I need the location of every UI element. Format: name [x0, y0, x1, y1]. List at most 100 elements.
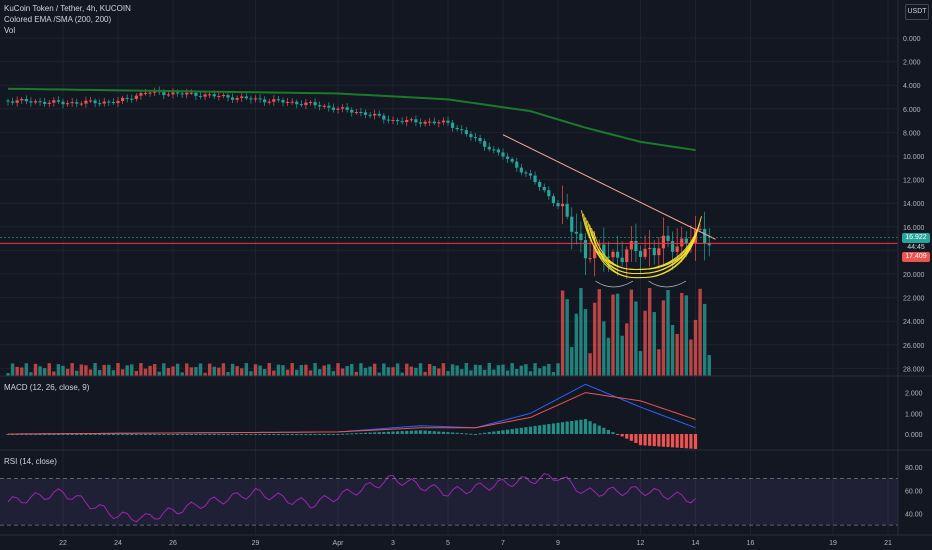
volume-bar — [152, 364, 157, 376]
volume-bar — [372, 363, 377, 376]
macd-histogram-bar — [689, 434, 693, 449]
volume-bar — [592, 302, 597, 376]
candle-body — [432, 121, 436, 124]
macd-legend[interactable]: MACD (12, 26, close, 9) — [4, 383, 90, 392]
candle-body — [373, 113, 377, 116]
candle-body — [84, 100, 88, 104]
volume-bar — [52, 371, 56, 376]
volume-legend[interactable]: Vol — [4, 26, 16, 35]
volume-bar — [180, 372, 184, 376]
time-axis[interactable]: 22 24 26 29 Apr 3 5 7 9 12 14 16 19 21 — [59, 540, 892, 547]
macd-histogram-bar — [693, 434, 698, 449]
price-tick-label: 8.000 — [903, 130, 921, 137]
volume-bar — [107, 364, 111, 376]
macd-histogram-bar — [226, 434, 230, 435]
volume-bar — [405, 363, 409, 376]
macd-histogram-bar — [515, 428, 519, 434]
macd-histogram-bar — [395, 431, 400, 434]
macd-histogram-bar — [652, 434, 656, 447]
cup-scribble-drawing[interactable] — [581, 210, 702, 288]
macd-histogram-bar — [432, 431, 436, 434]
candle-body — [556, 203, 560, 207]
volume-bar — [166, 367, 171, 376]
macd-histogram-bar — [157, 434, 161, 435]
volume-bar — [634, 301, 638, 376]
macd-histogram-bar — [469, 433, 473, 435]
candle-body — [52, 100, 56, 103]
macd-histogram-bar — [579, 419, 583, 434]
macd-histogram-bar — [308, 434, 313, 435]
price-tick-label: 20.000 — [903, 272, 925, 279]
macd-histogram-bar — [487, 432, 491, 434]
volume-bar — [317, 369, 322, 376]
candle-body — [675, 246, 679, 252]
volume-bar — [446, 371, 450, 376]
macd-histogram-bar — [217, 434, 221, 435]
candle-body — [496, 149, 501, 153]
macd-histogram-bar — [38, 434, 42, 435]
macd-histogram — [6, 419, 698, 449]
macd-histogram-bar — [240, 434, 244, 435]
volume-bar — [469, 370, 473, 376]
candle-body — [65, 103, 70, 105]
candle-body — [180, 93, 184, 95]
candle-body — [208, 94, 212, 96]
price-axis[interactable]: 0.000 2.000 4.000 6.000 8.000 10.000 12.000 14.… — [903, 36, 925, 519]
volume-bar — [680, 292, 684, 376]
candle-body — [382, 115, 386, 120]
candle-body — [528, 173, 533, 176]
volume-bar — [414, 367, 418, 376]
candle-body — [583, 240, 588, 259]
candle-body — [501, 152, 505, 157]
volume-bar — [6, 373, 10, 376]
candlestick-series — [6, 86, 711, 279]
macd-line — [7, 383, 696, 435]
macd-histogram-bar — [327, 434, 331, 435]
candle-body — [648, 247, 652, 249]
volume-bar — [65, 368, 70, 376]
macd-histogram-bar — [583, 419, 588, 434]
candle-body — [139, 93, 143, 96]
macd-histogram-bar — [29, 434, 33, 435]
macd-histogram-bar — [588, 421, 592, 434]
descending-trendline[interactable] — [502, 134, 716, 240]
macd-histogram-bar — [84, 434, 88, 435]
volume-bar — [382, 363, 386, 376]
volume-bar — [207, 363, 212, 376]
macd-histogram-bar — [629, 434, 633, 441]
volume-bar — [478, 365, 482, 376]
volume-bar — [350, 363, 354, 376]
candle-body — [418, 122, 423, 124]
candle-body — [98, 103, 102, 105]
candle-body — [258, 98, 262, 100]
volume-bar — [597, 289, 601, 376]
volume-bar — [698, 288, 702, 376]
volume-bar — [175, 363, 180, 376]
time-tick-label: 29 — [252, 540, 260, 547]
macd-histogram-bar — [249, 434, 253, 435]
volume-bar — [148, 365, 152, 376]
currency-badge[interactable]: USDT — [905, 4, 929, 20]
rsi-legend[interactable]: RSI (14, close) — [4, 457, 57, 466]
symbol-legend[interactable]: KuCoin Token / Tether, 4h, KUCOIN — [4, 4, 131, 13]
macd-histogram-bar — [359, 432, 363, 434]
rsi-tick-label: 40.00 — [905, 512, 923, 519]
volume-bar — [217, 367, 221, 376]
volume-bar — [125, 365, 129, 376]
volume-bar — [75, 370, 79, 376]
macd-signal-line — [7, 392, 696, 435]
candle-body — [6, 100, 10, 102]
volume-bar — [515, 368, 519, 376]
volume-bar — [693, 319, 698, 376]
macd-histogram-bar — [185, 434, 189, 435]
horizontal-line-tag: 17.409 — [902, 252, 930, 262]
macd-histogram-bar — [684, 434, 688, 449]
time-tick-label: 14 — [692, 540, 700, 547]
indicator-legend[interactable]: Colored EMA /SMA (200, 200) — [4, 15, 112, 24]
candle-body — [38, 101, 42, 103]
candle-body — [703, 228, 707, 244]
rsi-tick-label: 60.00 — [905, 488, 923, 495]
volume-bar — [203, 372, 207, 376]
candle-body — [171, 92, 175, 95]
